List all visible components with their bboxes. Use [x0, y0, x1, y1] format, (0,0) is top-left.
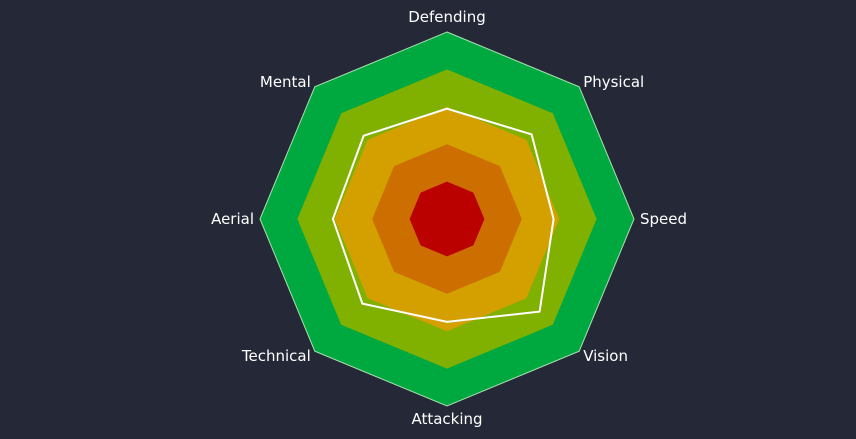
axis-label-mental: Mental — [260, 73, 311, 91]
axis-label-defending: Defending — [408, 8, 486, 26]
axis-label-physical: Physical — [583, 73, 644, 91]
radar-bands — [259, 31, 635, 407]
axis-label-speed: Speed — [640, 210, 687, 228]
axis-label-aerial: Aerial — [211, 210, 254, 228]
radar-outer-outline — [259, 31, 635, 407]
axis-label-vision: Vision — [583, 347, 628, 365]
axis-label-attacking: Attacking — [411, 410, 482, 428]
axis-label-technical: Technical — [241, 347, 311, 365]
radar-band-0-20 — [409, 181, 485, 257]
radar-series-line — [331, 107, 555, 323]
axis-labels: Defending Physical Speed Vision Attackin… — [211, 8, 687, 428]
radar-series — [331, 107, 555, 323]
